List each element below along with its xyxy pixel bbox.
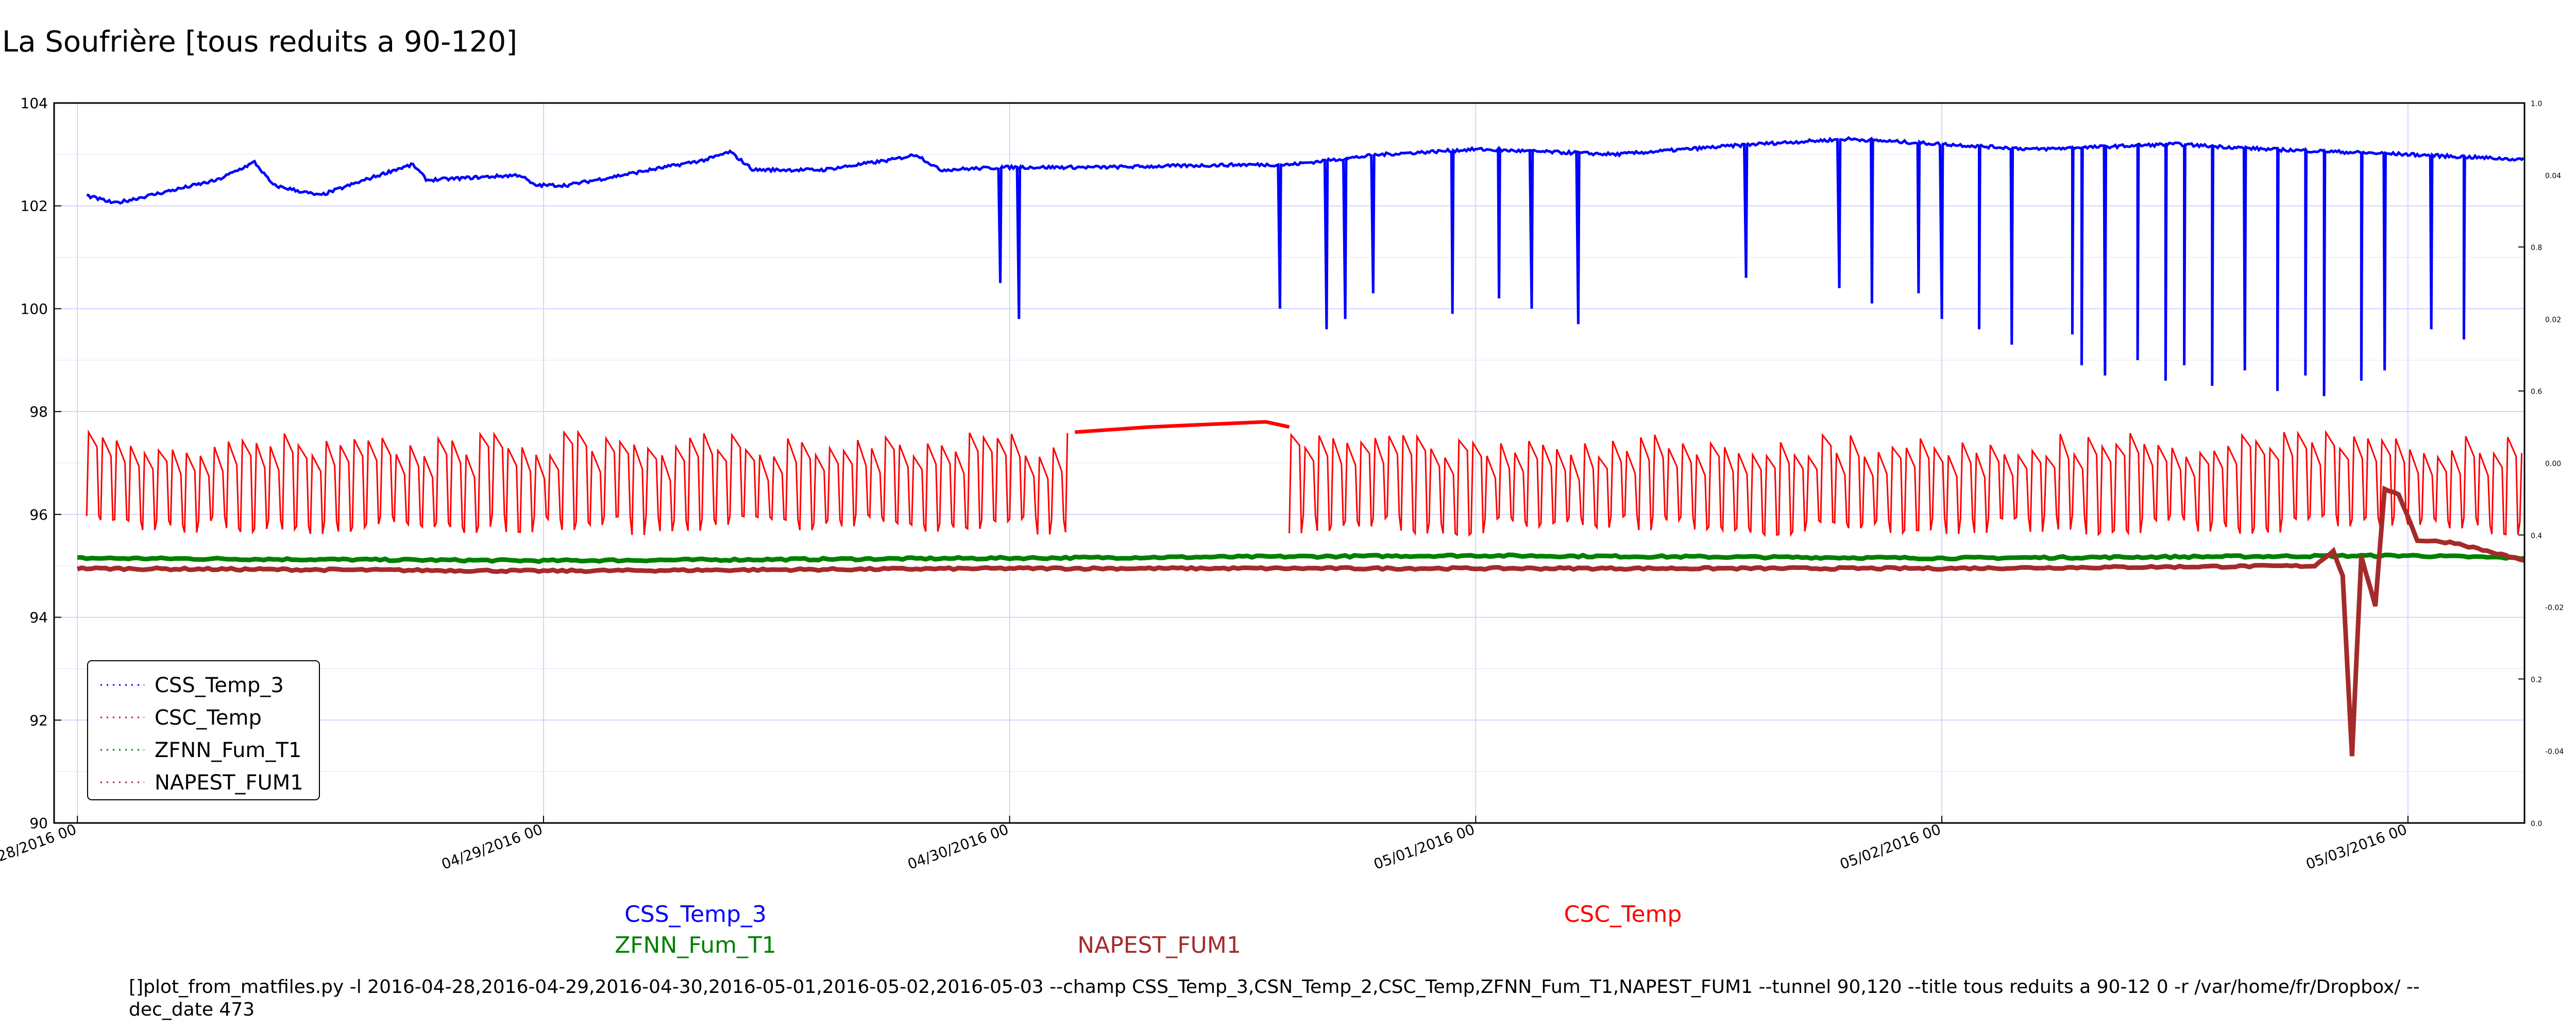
y-tick-label: 94 — [29, 609, 48, 626]
right-tick-label: 0.8 — [2531, 244, 2542, 252]
legend-entry: CSS_Temp_3 — [155, 674, 284, 697]
y-tick-label: 90 — [29, 815, 48, 832]
plot-frame — [53, 102, 2526, 824]
right-tick-label: 0.6 — [2531, 388, 2542, 396]
y-tick-label: 98 — [29, 403, 48, 420]
x-tick-label: 04/30/2016 00 — [905, 821, 1011, 873]
legend: CSS_Temp_3 CSC_Temp ZFNN_Fum_T1 NAPEST_FUM1 — [87, 660, 320, 800]
series-line-css-temp-3 — [86, 136, 2524, 397]
right-tick-label: 0.2 — [2531, 676, 2542, 684]
y-tick-label: 100 — [21, 300, 48, 317]
series-line-csc-temp-plateau — [1075, 420, 1290, 434]
y-tick-label: 96 — [29, 506, 48, 523]
bottom-labels: CSS_Temp_3 ZFNN_Fum_T1 NAPEST_FUM1 CSC_Temp — [615, 901, 1682, 958]
series-line-zfnn-fum-t1 — [77, 552, 2525, 564]
right-axis: 0.0 0.2 0.4 0.6 0.8 1.0 -0.04 -0.02 0.00 0.02 0.04 — [2518, 100, 2564, 828]
y-tick-label: 102 — [21, 198, 48, 215]
right-tick-label: 0.0 — [2531, 820, 2542, 828]
y-axis: 90 92 94 96 98 100 102 104 — [21, 95, 61, 832]
x-axis: 04/28/2016 00 04/29/2016 00 04/30/2016 00 0… — [0, 816, 2409, 873]
chart-title: La Soufrière [tous reduits a 90-120] — [2, 25, 517, 59]
command-line-text: []plot_from_matfiles.py -l 2016-04-28,20… — [129, 976, 2420, 1020]
series-line-napest-fum1 — [76, 485, 2526, 757]
x-tick-label: 05/01/2016 00 — [1371, 821, 1477, 873]
right-inner-tick-label: -0.04 — [2545, 748, 2564, 756]
legend-box — [87, 660, 320, 800]
legend-entry: CSC_Temp — [155, 706, 262, 730]
legend-entry: ZFNN_Fum_T1 — [155, 739, 301, 762]
series-layer — [76, 136, 2526, 757]
right-inner-tick-label: 0.02 — [2545, 316, 2561, 324]
series-line-csc-temp — [86, 429, 2523, 538]
right-tick-label: 1.0 — [2531, 100, 2542, 108]
x-tick-label: 05/03/2016 00 — [2303, 821, 2409, 873]
x-tick-label: 04/29/2016 00 — [439, 821, 545, 873]
bottom-series-label: NAPEST_FUM1 — [1077, 932, 1241, 958]
x-tick-label: 05/02/2016 00 — [1838, 821, 1943, 873]
legend-entry: NAPEST_FUM1 — [155, 771, 303, 795]
right-inner-tick-label: 0.00 — [2545, 460, 2561, 468]
y-tick-label: 104 — [21, 95, 48, 112]
y-tick-label: 92 — [29, 712, 48, 729]
right-inner-tick-label: 0.04 — [2545, 172, 2561, 180]
bottom-series-label: CSS_Temp_3 — [624, 901, 767, 928]
right-tick-label: 0.4 — [2531, 532, 2542, 540]
bottom-series-label: CSC_Temp — [1564, 901, 1682, 928]
bottom-series-label: ZFNN_Fum_T1 — [615, 932, 776, 958]
right-inner-tick-label: -0.02 — [2545, 604, 2564, 612]
